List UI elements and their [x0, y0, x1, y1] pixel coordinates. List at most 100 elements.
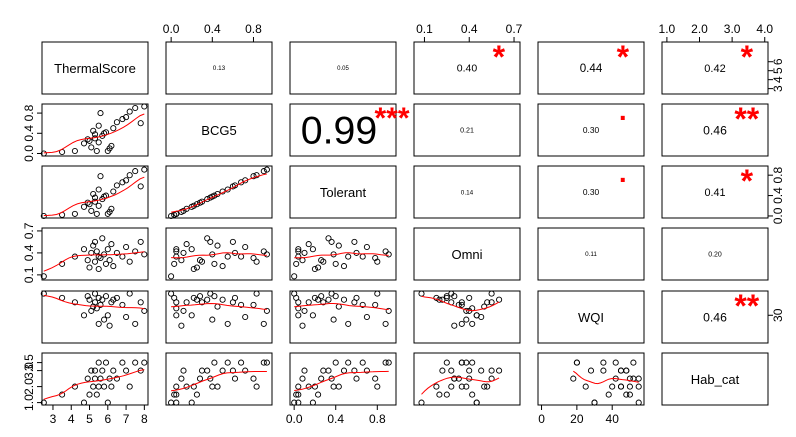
significance-stars-r5-c6: **: [734, 288, 759, 324]
scatter-point-r5-c3-12: [345, 320, 352, 327]
panel-box-r3-c4: [413, 165, 521, 219]
scatter-point-r4-c3-26: [382, 248, 389, 255]
scatter-point-r2-c1-26: [132, 104, 139, 112]
scatter-point-r5-c2-1: [168, 290, 175, 297]
scatter-point-r4-c1-8: [90, 242, 97, 249]
scatter-point-r6-c4-6: [436, 391, 443, 398]
correlation-value-r2-c4: 0.21: [460, 126, 474, 134]
scatter-point-r2-c1-12: [95, 122, 102, 129]
scatter-point-r6-c4-18: [473, 399, 480, 406]
correlation-value-r1-c5: 0.44: [580, 62, 603, 75]
scatter-point-r6-c3-3: [295, 383, 302, 390]
scatter-point-r5-c3-6: [315, 296, 322, 303]
scatter-point-r6-c2-21: [219, 367, 226, 374]
scatter-point-r3-c1-24: [123, 177, 130, 184]
scatter-point-r6-c1-23: [119, 359, 126, 366]
correlation-value-r4-c5: 0.11: [585, 251, 597, 258]
scatter-point-r4-c3-20: [305, 241, 312, 248]
scatter-point-r5-c1-28: [141, 307, 148, 314]
scatter-point-r3-c1-7: [88, 207, 95, 214]
tick-label-bottom-wqi-0: 0: [538, 412, 545, 426]
panel-box-r1-c3: [289, 41, 397, 95]
scatter-point-r3-c2-15: [204, 196, 211, 203]
scatter-point-r3-c2-10: [198, 198, 206, 205]
tick-label-left-hab-cat-2-0: 2.0: [22, 378, 36, 395]
scatter-point-r5-c2-28: [263, 307, 270, 314]
scatter-point-r6-c1-28: [141, 359, 148, 366]
correlation-value-r3-c6: 0.41: [704, 187, 725, 199]
scatter-point-r2-c1-13: [95, 139, 102, 146]
diagonal-label-hab-cat: Hab_cat: [691, 372, 740, 387]
scatter-point-r4-c2-24: [242, 243, 249, 251]
tick-label-top-omni-0-1: 0.1: [416, 22, 433, 36]
scatter-point-r4-c1-6: [86, 264, 93, 271]
significance-stars-r2-c6: **: [734, 101, 759, 137]
tick-label-left-hab-cat-1-0: 1.0: [22, 394, 36, 411]
scatter-point-r6-c3-16: [330, 383, 337, 390]
panel-box-r6-c2: [165, 352, 273, 406]
scatter-point-r6-c2-4: [188, 399, 195, 406]
scatter-point-r6-c5-8: [609, 383, 616, 390]
tick-label-top-bcg5-0-8: 0.8: [245, 22, 262, 36]
panel-box-r4-c5: [537, 227, 645, 281]
scatter-point-r6-c3-19: [299, 375, 306, 382]
scatter-point-r5-c1-16: [101, 316, 108, 323]
scatter-point-r6-c4-26: [469, 359, 476, 366]
significance-stars-r1-c6: *: [741, 39, 754, 75]
scatter-point-r6-c1-8: [90, 383, 97, 390]
scatter-point-r6-c1-20: [108, 383, 115, 390]
scatter-point-r6-c4-23: [458, 359, 465, 366]
scatter-point-r6-c2-26: [260, 359, 267, 366]
scatter-point-r5-c1-26: [132, 320, 139, 327]
scatter-point-r6-c3-15: [325, 367, 332, 374]
scatter-point-r4-c1-23: [119, 253, 126, 260]
tick-label-right-thermalscore-3: 3: [771, 85, 785, 92]
scatter-point-r4-c1-13: [95, 265, 102, 273]
scatter-point-r4-c3-11: [295, 248, 302, 255]
scatter-point-r2-c1-3: [71, 147, 78, 155]
scatter-point-r6-c1-26: [132, 359, 139, 366]
significance-stars-r2-c3: ***: [374, 102, 409, 135]
scatter-point-r6-c2-28: [263, 359, 270, 366]
scatter-point-r5-c1-13: [95, 294, 102, 301]
panel-box-r2-c4: [413, 103, 521, 157]
scatter-point-r6-c2-25: [253, 383, 260, 390]
scatter-point-r6-c1-17: [102, 359, 110, 366]
smooth-line-r6-c1: [43, 369, 145, 400]
smooth-line-r5-c4: [421, 295, 500, 312]
scatter-point-r6-c4-28: [463, 359, 470, 366]
tick-label-left-hab-cat-3-0: 3.0: [22, 362, 36, 379]
scatter-point-r4-c2-3: [173, 253, 180, 260]
scatter-point-r5-c2-5: [196, 293, 204, 300]
scatter-point-r5-c1-21: [110, 296, 117, 303]
scatter-point-r5-c3-11: [295, 305, 302, 312]
scatter-point-r5-c4-13: [433, 294, 440, 301]
smooth-line-r4-c3: [294, 252, 389, 259]
scatter-point-r4-c2-15: [204, 235, 211, 242]
scatter-point-r6-c5-13: [626, 383, 633, 390]
scatter-point-r6-c3-9: [328, 375, 335, 382]
tick-label-top-omni-0-7: 0.7: [506, 22, 523, 36]
tick-label-left-omni-0-7: 0.7: [22, 222, 36, 239]
scatter-point-r6-c5-23: [612, 359, 619, 366]
scatter-point-r5-c1-14: [97, 301, 104, 308]
scatter-point-r6-c3-26: [382, 359, 389, 366]
panel-box-r5-c6: [661, 290, 769, 344]
scatter-point-r4-c3-23: [359, 253, 366, 260]
scatter-point-r6-c2-1: [168, 399, 175, 406]
scatter-point-r5-c1-9: [91, 290, 99, 297]
scatter-point-r2-c1-28: [141, 103, 148, 110]
scatter-point-r3-c1-28: [141, 166, 148, 173]
scatter-point-r3-c2-13: [190, 202, 197, 209]
diagonal-label-thermalscore: ThermalScore: [54, 61, 136, 76]
scatter-point-r6-c4-11: [469, 391, 476, 398]
scatter-point-r6-c3-17: [332, 359, 339, 366]
significance-stars-r1-c5: *: [617, 39, 630, 75]
scatter-point-r4-c1-20: [108, 241, 115, 248]
scatter-point-r6-c1-25: [126, 383, 133, 390]
scatter-point-r4-c2-18: [173, 246, 180, 253]
scatter-point-r6-c4-16: [463, 383, 470, 390]
scatter-point-r5-c1-17: [102, 293, 110, 300]
